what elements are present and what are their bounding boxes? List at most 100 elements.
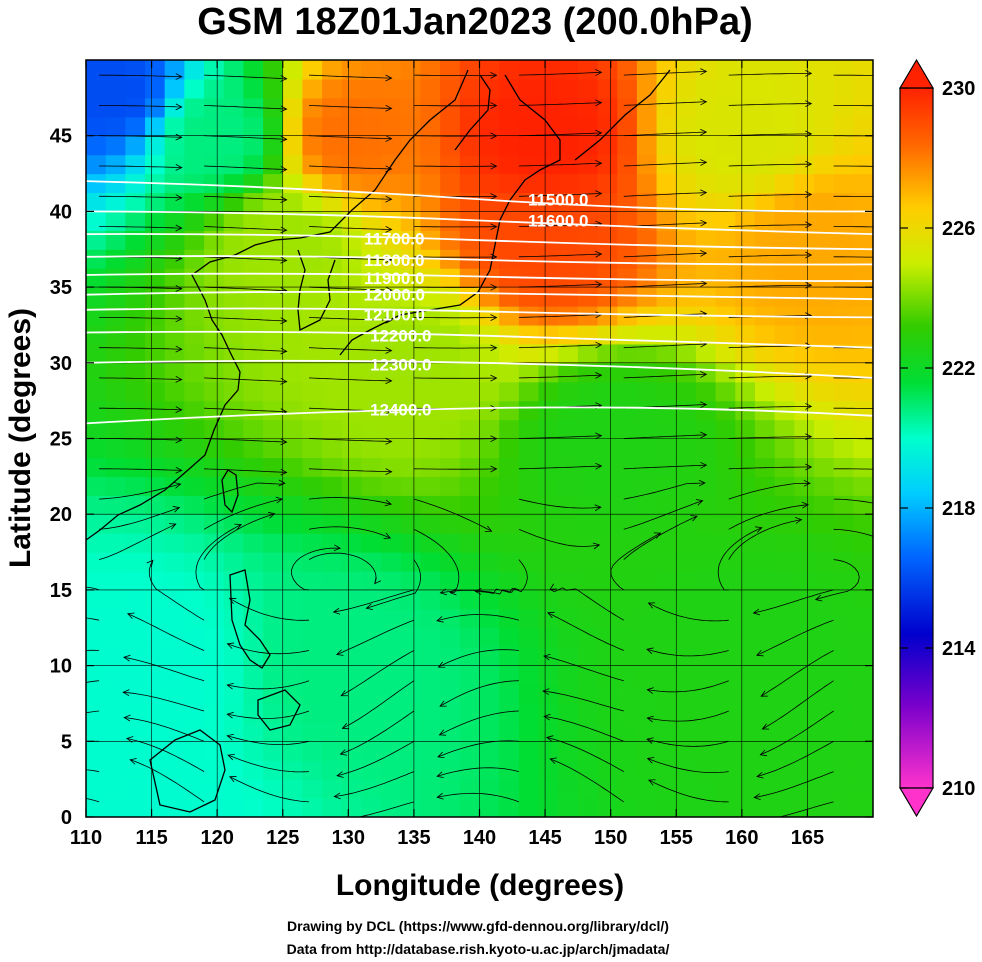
- field-cell: [774, 287, 795, 307]
- field-cell: [400, 665, 422, 686]
- field-cell: [833, 665, 854, 686]
- field-cell: [577, 476, 599, 496]
- field-cell: [597, 249, 618, 269]
- streamline-arrow: [21, 704, 28, 710]
- field-cell: [518, 400, 540, 421]
- field-cell: [597, 419, 618, 440]
- field-cell: [105, 665, 126, 686]
- coastline-china: [86, 69, 469, 541]
- streamline: [227, 735, 310, 745]
- streamline: [227, 680, 310, 690]
- field-cell: [794, 230, 815, 250]
- field-cell: [558, 362, 579, 383]
- field-cell: [204, 741, 225, 761]
- field-cell: [125, 154, 146, 175]
- field-cell: [400, 116, 422, 137]
- field-cell: [617, 173, 638, 194]
- field-cell: [597, 646, 618, 667]
- streamline-arrow: [756, 771, 764, 779]
- field-cell: [459, 665, 481, 686]
- field-cell: [440, 514, 461, 534]
- field-cell: [381, 211, 402, 231]
- field-cell: [105, 230, 126, 250]
- field-cell: [577, 703, 599, 723]
- field-cell: [282, 533, 304, 553]
- field-cell: [676, 665, 697, 686]
- field-cell: [774, 60, 795, 80]
- streamline-arrow: [175, 466, 183, 474]
- field-cell: [695, 684, 717, 705]
- field-cell: [479, 514, 500, 534]
- streamline: [99, 468, 182, 471]
- field-cell: [86, 154, 107, 175]
- field-cell: [715, 760, 736, 780]
- field-cell: [794, 400, 815, 421]
- field-cell: [538, 154, 559, 175]
- field-cell: [420, 154, 441, 175]
- field-cell: [479, 495, 500, 515]
- field-cell: [499, 287, 520, 307]
- field-cell: [400, 722, 422, 742]
- streamline-arrow: [543, 713, 551, 721]
- streamline: [308, 105, 392, 109]
- field-cell: [164, 798, 185, 817]
- streamline: [204, 286, 287, 292]
- height-contour-line: [86, 359, 873, 379]
- field-cell: [518, 684, 540, 705]
- streamline-arrow: [490, 162, 498, 170]
- streamline: [438, 649, 519, 668]
- field-cell: [479, 419, 500, 440]
- field-cell: [381, 684, 402, 705]
- field-cell: [381, 324, 402, 345]
- field-cell: [656, 665, 677, 686]
- field-cell: [833, 268, 854, 288]
- field-cell: [695, 78, 717, 99]
- field-cell: [833, 798, 854, 817]
- field-cell: [86, 457, 107, 477]
- field-cell: [204, 400, 225, 421]
- field-cell: [420, 211, 441, 231]
- streamline: [99, 226, 182, 229]
- field-cell: [302, 779, 323, 799]
- field-cell: [263, 514, 284, 534]
- field-cell: [145, 135, 166, 156]
- field-cell: [715, 438, 736, 459]
- streamline: [291, 547, 341, 591]
- field-cell: [204, 457, 225, 477]
- field-cell: [499, 78, 520, 99]
- field-cell: [459, 533, 481, 553]
- field-cell: [518, 230, 540, 250]
- field-cell: [86, 798, 107, 817]
- field-cell: [381, 173, 402, 194]
- field-cell: [833, 722, 854, 742]
- field-cell: [813, 514, 835, 534]
- field-cell: [676, 438, 697, 459]
- streamline-arrow: [484, 525, 493, 532]
- field-cell: [164, 552, 185, 572]
- streamline-arrow: [129, 758, 137, 765]
- field-cell: [164, 608, 185, 629]
- field-cell: [440, 779, 461, 799]
- field-cell: [656, 570, 677, 591]
- field-cell: [754, 495, 776, 515]
- streamline-arrow: [175, 285, 183, 292]
- streamline: [308, 195, 392, 200]
- field-cell: [853, 798, 873, 817]
- field-cell: [479, 608, 500, 629]
- field-cell: [282, 552, 304, 572]
- contour-label: 12000.0: [364, 286, 425, 305]
- field-cell: [223, 627, 244, 648]
- field-cell: [597, 381, 618, 402]
- field-cell: [164, 60, 185, 80]
- field-cell: [735, 703, 756, 723]
- field-cell: [794, 722, 815, 742]
- field-cell: [125, 78, 146, 99]
- field-cell: [420, 476, 441, 496]
- field-cell: [459, 703, 481, 723]
- field-cell: [145, 211, 166, 231]
- field-cell: [597, 798, 618, 817]
- streamline: [413, 498, 492, 532]
- field-cell: [676, 173, 697, 194]
- streamline: [98, 523, 176, 560]
- field-cell: [302, 684, 323, 705]
